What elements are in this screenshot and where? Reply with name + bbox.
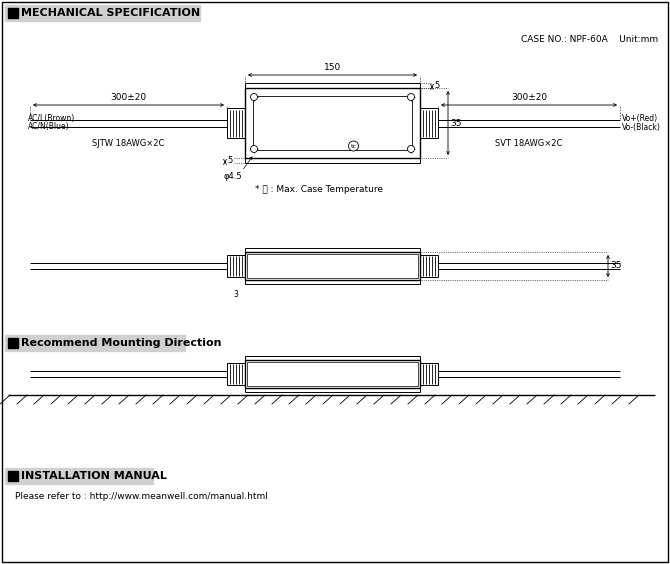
Bar (245, 248, 420, 252)
Text: Vo-(Black): Vo-(Black) (622, 123, 661, 132)
Bar (245, 356, 420, 360)
Text: 35: 35 (450, 118, 462, 127)
Text: Please refer to : http://www.meanwell.com/manual.html: Please refer to : http://www.meanwell.co… (15, 492, 268, 501)
Bar (245, 158, 420, 163)
Text: MECHANICAL SPECIFICATION: MECHANICAL SPECIFICATION (21, 8, 200, 18)
Bar (5, 5, 200, 21)
Bar (245, 83, 420, 88)
Bar (245, 360, 420, 388)
Text: 5: 5 (434, 81, 440, 90)
Text: 5: 5 (227, 156, 232, 165)
Text: 150: 150 (324, 63, 341, 72)
Bar (227, 108, 245, 138)
Text: Recommend Mounting Direction: Recommend Mounting Direction (21, 338, 222, 348)
Text: AC/N(Blue): AC/N(Blue) (28, 122, 70, 131)
Circle shape (348, 141, 358, 151)
Circle shape (251, 146, 257, 152)
Bar (8, 471, 18, 481)
Text: CASE NO.: NPF-60A    Unit:mm: CASE NO.: NPF-60A Unit:mm (521, 35, 658, 44)
Text: * Ⓣ : Max. Case Temperature: * Ⓣ : Max. Case Temperature (255, 185, 383, 194)
Circle shape (407, 94, 415, 100)
Bar (247, 362, 418, 386)
Bar (245, 88, 420, 158)
Text: AC/L(Brown): AC/L(Brown) (28, 114, 75, 124)
Bar (420, 363, 438, 385)
Bar (245, 388, 420, 392)
Bar (227, 363, 245, 385)
Text: INSTALLATION MANUAL: INSTALLATION MANUAL (21, 471, 167, 481)
Bar (8, 338, 18, 348)
Text: 300±20: 300±20 (111, 93, 147, 102)
Text: 35: 35 (610, 262, 622, 271)
Text: Vo+(Red): Vo+(Red) (622, 114, 658, 123)
Text: SVT 18AWG×2C: SVT 18AWG×2C (495, 139, 563, 148)
Circle shape (407, 146, 415, 152)
Bar (5, 335, 185, 351)
Bar (420, 255, 438, 277)
Text: 3: 3 (234, 290, 239, 299)
Bar (247, 254, 418, 278)
Bar (245, 252, 420, 280)
Bar (227, 255, 245, 277)
Text: φ4.5: φ4.5 (223, 172, 242, 181)
Bar (420, 108, 438, 138)
Text: tc: tc (350, 143, 356, 148)
Bar (253, 96, 412, 150)
Bar (245, 280, 420, 284)
Text: SJTW 18AWG×2C: SJTW 18AWG×2C (92, 139, 165, 148)
Bar (8, 8, 18, 18)
Text: 300±20: 300±20 (511, 93, 547, 102)
Bar (5, 468, 153, 484)
Circle shape (251, 94, 257, 100)
